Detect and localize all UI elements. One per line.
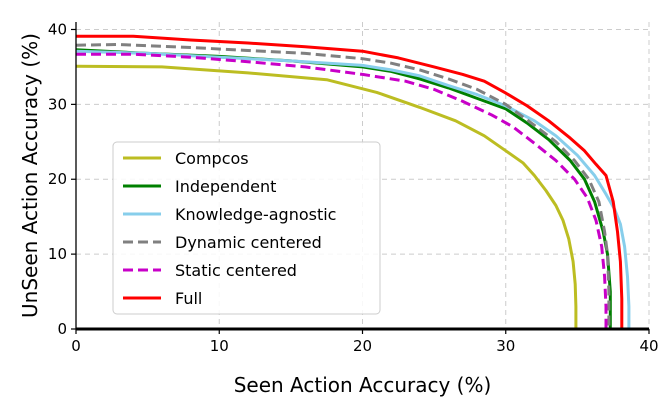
legend-label-5: Full [175,289,202,308]
legend-label-2: Knowledge-agnostic [175,205,336,224]
x-tick-label-3: 30 [496,337,515,355]
y-tick-label-4: 40 [48,20,67,38]
x-tick-label-2: 20 [353,337,372,355]
series-line-static-centered [76,52,608,329]
series-line-full [76,34,624,329]
series-line-compcos [75,64,578,329]
x-tick-label-4: 40 [639,337,658,355]
legend-box [112,141,381,315]
x-tick-label-0: 0 [71,337,81,355]
y-tick-label-3: 30 [48,95,67,113]
legend-label-1: Independent [175,177,276,196]
series-line-dynamic-centered [75,43,611,329]
legend-label-4: Static centered [175,261,297,280]
y-tick-label-2: 20 [48,170,67,188]
series-lines [75,34,631,329]
x-tick-label-1: 10 [210,337,229,355]
tick-labels: 0 10 20 30 40 0 10 20 30 40 [48,20,659,355]
y-axis-title: UnSeen Action Accuracy (%) [18,33,42,318]
series-line-knowledge-agnostic [75,49,631,329]
legend-label-3: Dynamic centered [175,233,322,252]
legend-label-0: Compcos [175,149,249,168]
x-axis-title: Seen Action Accuracy (%) [234,373,492,397]
y-tick-label-0: 0 [57,320,67,338]
y-tick-label-1: 10 [48,245,67,263]
legend: Compcos Independent Knowledge-agnostic Dyna… [112,141,381,315]
